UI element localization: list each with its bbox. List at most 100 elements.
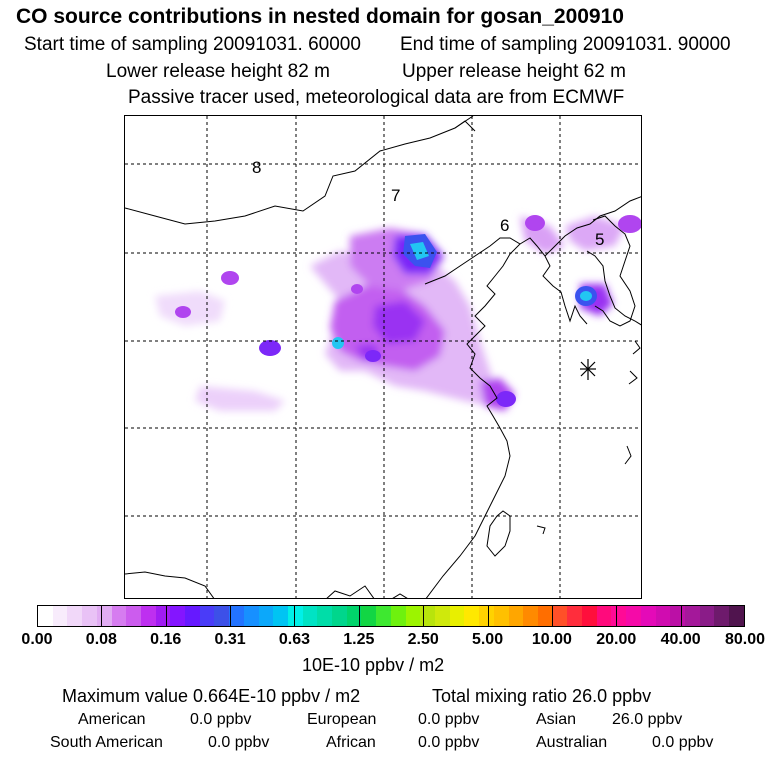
colorbar-swatch bbox=[582, 606, 597, 626]
colorbar-tick-label: 0.16 bbox=[150, 631, 182, 648]
colorbar-tick-label: 10.00 bbox=[531, 631, 572, 648]
map-panel: 8 7 6 5 bbox=[124, 115, 642, 599]
colorbar-divider bbox=[101, 605, 103, 627]
colorbar-swatch bbox=[273, 606, 288, 626]
colorbar-swatch bbox=[185, 606, 200, 626]
colorbar-swatch bbox=[523, 606, 538, 626]
colorbar-tick-label: 0.31 bbox=[214, 631, 246, 648]
colorbar-swatch bbox=[493, 606, 509, 626]
african-label: African bbox=[326, 734, 376, 751]
colorbar-swatch bbox=[684, 606, 700, 626]
colorbar-swatch bbox=[479, 606, 494, 626]
colorbar-swatch bbox=[567, 606, 583, 626]
colorbar-tick-label: 5.00 bbox=[471, 631, 504, 648]
colorbar-divider bbox=[680, 605, 682, 627]
colorbar-swatch bbox=[229, 606, 244, 626]
colorbar-swatch bbox=[82, 606, 97, 626]
colorbar-divider bbox=[616, 605, 618, 627]
region-label: 6 bbox=[500, 216, 510, 235]
colorbar-swatch bbox=[302, 606, 318, 626]
concentration-field bbox=[155, 216, 625, 411]
colorbar-divider bbox=[294, 605, 296, 627]
colorbar-swatch bbox=[449, 606, 465, 626]
colorbar-swatch bbox=[376, 606, 391, 626]
colorbar-swatch bbox=[640, 606, 656, 626]
colorbar-tick-label: 40.00 bbox=[660, 631, 701, 648]
american-value: 0.0 ppbv bbox=[190, 711, 252, 728]
colorbar-tick-label: 2.50 bbox=[407, 631, 439, 648]
colorbar-swatch bbox=[317, 606, 333, 626]
total-mixing-text: Total mixing ratio 26.0 ppbv bbox=[432, 686, 652, 706]
colorbar-divider bbox=[487, 605, 489, 627]
plot-title: CO source contributions in nested domain… bbox=[16, 5, 624, 28]
colorbar-swatch bbox=[714, 606, 730, 626]
colorbar-swatch bbox=[626, 606, 641, 626]
asian-value: 26.0 ppbv bbox=[612, 711, 683, 728]
colorbar-swatch bbox=[699, 606, 715, 626]
map-canvas bbox=[125, 116, 641, 598]
start-time-text: Start time of sampling 20091031. 60000 bbox=[24, 34, 361, 55]
colorbar-swatch bbox=[537, 606, 553, 626]
concentration-hotspots bbox=[175, 215, 641, 407]
colorbar-swatch bbox=[729, 606, 744, 626]
tracer-info-text: Passive tracer used, meteorological data… bbox=[128, 87, 625, 108]
lower-height-text: Lower release height 82 m bbox=[106, 61, 330, 82]
colorbar-swatch bbox=[38, 606, 53, 626]
colorbar-swatch bbox=[170, 606, 186, 626]
region-label: 5 bbox=[595, 230, 605, 249]
colorbar-tick-label: 1.25 bbox=[343, 631, 375, 648]
region-label: 7 bbox=[391, 186, 401, 205]
lat-lon-grid bbox=[125, 116, 641, 598]
colorbar-unit: 10E-10 ppbv / m2 bbox=[302, 655, 445, 675]
colorbar-swatch bbox=[52, 606, 68, 626]
colorbar-swatch bbox=[67, 606, 83, 626]
max-value-text: Maximum value 0.664E-10 ppbv / m2 bbox=[62, 686, 361, 706]
colorbar-swatch bbox=[199, 606, 215, 626]
colorbar-swatch bbox=[434, 606, 450, 626]
colorbar-swatch bbox=[552, 606, 568, 626]
colorbar-swatch bbox=[464, 606, 480, 626]
colorbar-swatch bbox=[111, 606, 127, 626]
colorbar-swatch bbox=[258, 606, 274, 626]
colorbar-swatch bbox=[214, 606, 230, 626]
colorbar-swatch bbox=[670, 606, 685, 626]
australian-label: Australian bbox=[536, 734, 608, 751]
colorbar-tick-label: 0.00 bbox=[21, 631, 53, 648]
colorbar-tick-label: 0.08 bbox=[85, 631, 117, 648]
colorbar-swatch bbox=[346, 606, 362, 626]
end-time-text: End time of sampling 20091031. 90000 bbox=[400, 34, 731, 55]
asian-label: Asian bbox=[536, 711, 577, 728]
colorbar-swatch bbox=[596, 606, 612, 626]
colorbar-swatch bbox=[611, 606, 627, 626]
colorbar-swatch bbox=[126, 606, 141, 626]
european-value: 0.0 ppbv bbox=[418, 711, 480, 728]
european-label: European bbox=[307, 711, 377, 728]
colorbar-tick-label: 20.00 bbox=[596, 631, 637, 648]
african-value: 0.0 ppbv bbox=[418, 734, 480, 751]
colorbar-swatch bbox=[390, 606, 406, 626]
colorbar-swatch bbox=[361, 606, 377, 626]
colorbar-swatch bbox=[332, 606, 347, 626]
colorbar bbox=[37, 605, 745, 627]
australian-value: 0.0 ppbv bbox=[652, 734, 714, 751]
american-label: American bbox=[78, 711, 146, 728]
colorbar-tick-label: 0.63 bbox=[278, 631, 311, 648]
colorbar-swatch bbox=[508, 606, 524, 626]
region-label: 8 bbox=[252, 158, 262, 177]
colorbar-swatch bbox=[140, 606, 156, 626]
colorbar-swatch bbox=[96, 606, 112, 626]
asterisk-receptor-marker bbox=[580, 359, 596, 380]
colorbar-divider bbox=[551, 605, 553, 627]
colorbar-swatch bbox=[155, 606, 171, 626]
colorbar-swatch bbox=[655, 606, 671, 626]
south-american-value: 0.0 ppbv bbox=[208, 734, 270, 751]
colorbar-swatch bbox=[243, 606, 259, 626]
colorbar-divider bbox=[230, 605, 232, 627]
colorbar-tick-label: 80.00 bbox=[724, 631, 766, 648]
coastlines bbox=[125, 116, 641, 598]
colorbar-divider bbox=[423, 605, 425, 627]
south-american-label: South American bbox=[50, 734, 163, 751]
upper-height-text: Upper release height 62 m bbox=[402, 61, 626, 82]
colorbar-divider bbox=[165, 605, 167, 627]
colorbar-divider bbox=[358, 605, 360, 627]
